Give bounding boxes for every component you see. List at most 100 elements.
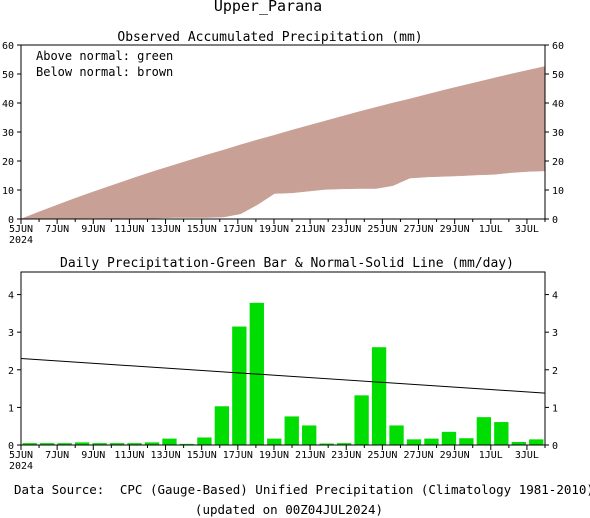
x-tick-label: 9JUN (81, 450, 105, 461)
daily-bar (529, 439, 544, 445)
daily-bar (40, 443, 55, 445)
legend-above-normal: Above normal: green (36, 49, 173, 63)
y-tick-label: 10 (552, 186, 564, 197)
x-tick-label: 11JUN (114, 450, 144, 461)
y-tick-label: 40 (2, 99, 14, 110)
y-tick-label: 50 (2, 70, 14, 81)
daily-bar (459, 438, 474, 445)
y-tick-label: 30 (552, 128, 564, 139)
x-tick-label: 25JUN (367, 224, 397, 235)
x-tick-label: 19JUN (259, 224, 289, 235)
x-tick-label: 21JUN (295, 450, 325, 461)
daily-bar (424, 438, 439, 445)
x-tick-label: 3JUL (515, 224, 539, 235)
y-tick-label: 10 (2, 186, 14, 197)
accumulated-chart-title: Observed Accumulated Precipitation (mm) (117, 30, 422, 45)
accumulated-chart: Observed Accumulated Precipitation (mm) … (2, 30, 564, 246)
y-tick-label: 60 (2, 41, 14, 52)
daily-bar (284, 416, 299, 445)
x-tick-label: 29JUN (440, 224, 470, 235)
y-tick-label: 0 (8, 215, 14, 226)
daily-bar (127, 443, 142, 445)
daily-bar (197, 437, 212, 445)
x-tick-label: 13JUN (150, 224, 180, 235)
daily-chart-title: Daily Precipitation-Green Bar & Normal-S… (60, 256, 514, 271)
daily-bar (389, 425, 404, 445)
accumulated-year-label: 2024 (9, 235, 33, 246)
daily-bar (22, 443, 37, 445)
x-tick-label: 17JUN (223, 224, 253, 235)
daily-bar (232, 326, 247, 445)
legend-below-normal: Below normal: brown (36, 65, 173, 79)
daily-y-ticks-left: 0 1 2 3 4 (8, 291, 21, 452)
daily-bar (476, 417, 492, 445)
daily-bar (267, 438, 282, 445)
x-tick-label: 19JUN (259, 450, 289, 461)
daily-bar (162, 438, 177, 445)
data-source-text: CPC (Gauge-Based) Unified Precipitation … (120, 482, 590, 497)
daily-bar (354, 395, 369, 445)
daily-bar (92, 443, 107, 445)
daily-x-ticks: 5JUN 7JUN 9JUN 11JUN 13JUN 15JUN 17JUN 19JUN 21J… (9, 445, 546, 461)
daily-bar (406, 439, 422, 445)
y-tick-label: 40 (552, 99, 564, 110)
x-tick-label: 5JUN (9, 224, 33, 235)
x-tick-label: 7JUN (45, 450, 69, 461)
x-tick-label: 7JUN (45, 224, 69, 235)
x-tick-label: 17JUN (223, 450, 253, 461)
daily-bar (441, 431, 457, 445)
daily-bar (144, 442, 160, 445)
x-tick-label: 1JUL (479, 450, 503, 461)
x-tick-label: 15JUN (187, 224, 217, 235)
accumulated-y-ticks-left: 0 10 20 30 40 50 60 (2, 41, 21, 226)
daily-bar (214, 406, 230, 445)
y-tick-label: 50 (552, 70, 564, 81)
y-tick-label: 1 (8, 403, 14, 414)
y-tick-label: 2 (8, 366, 14, 377)
daily-chart: Daily Precipitation-Green Bar & Normal-S… (8, 256, 558, 472)
daily-bar (319, 443, 334, 445)
daily-bar (336, 443, 352, 445)
x-tick-label: 23JUN (331, 450, 361, 461)
page-title: Upper_Parana (214, 0, 322, 15)
x-tick-label: 1JUL (479, 224, 503, 235)
y-tick-label: 60 (552, 41, 564, 52)
daily-bar (371, 347, 387, 445)
data-source-label: Data Source: (14, 482, 104, 497)
daily-bar-layer (22, 302, 544, 445)
accumulated-x-ticks: 5JUN 7JUN 9JUN 11JUN 13JUN 15JUN 17JUN 19JUN 21J… (9, 219, 546, 235)
y-tick-label: 0 (8, 441, 14, 452)
y-tick-label: 30 (2, 128, 14, 139)
x-tick-label: 9JUN (81, 224, 105, 235)
daily-bar (74, 442, 90, 445)
daily-bar (302, 425, 317, 445)
accumulated-y-ticks-right: 0 10 20 30 40 50 60 (545, 41, 564, 226)
footer-source-line: Data Source: CPC (Gauge-Based) Unified P… (14, 482, 590, 497)
y-tick-label: 20 (2, 157, 14, 168)
y-tick-label: 0 (552, 215, 558, 226)
daily-bar (57, 443, 72, 445)
x-tick-label: 25JUN (367, 450, 397, 461)
y-tick-label: 3 (552, 328, 558, 339)
x-tick-label: 21JUN (295, 224, 325, 235)
x-tick-label: 11JUN (114, 224, 144, 235)
daily-bar (179, 443, 195, 445)
below-normal-area (20, 66, 546, 220)
x-tick-label: 15JUN (187, 450, 217, 461)
y-tick-label: 3 (8, 328, 14, 339)
daily-bar (109, 443, 125, 445)
y-tick-label: 2 (552, 366, 558, 377)
daily-bar (511, 441, 526, 445)
y-tick-label: 0 (552, 441, 558, 452)
x-tick-label: 5JUN (9, 450, 33, 461)
x-tick-label: 27JUN (403, 224, 433, 235)
x-tick-label: 27JUN (403, 450, 433, 461)
y-tick-label: 20 (552, 157, 564, 168)
daily-bar (494, 422, 509, 445)
daily-normal-line (20, 358, 546, 394)
daily-year-label: 2024 (9, 461, 33, 472)
daily-y-ticks-right: 0 1 2 3 4 (545, 291, 558, 452)
x-tick-label: 29JUN (440, 450, 470, 461)
y-tick-label: 4 (552, 291, 558, 302)
daily-plot-frame (20, 271, 546, 446)
